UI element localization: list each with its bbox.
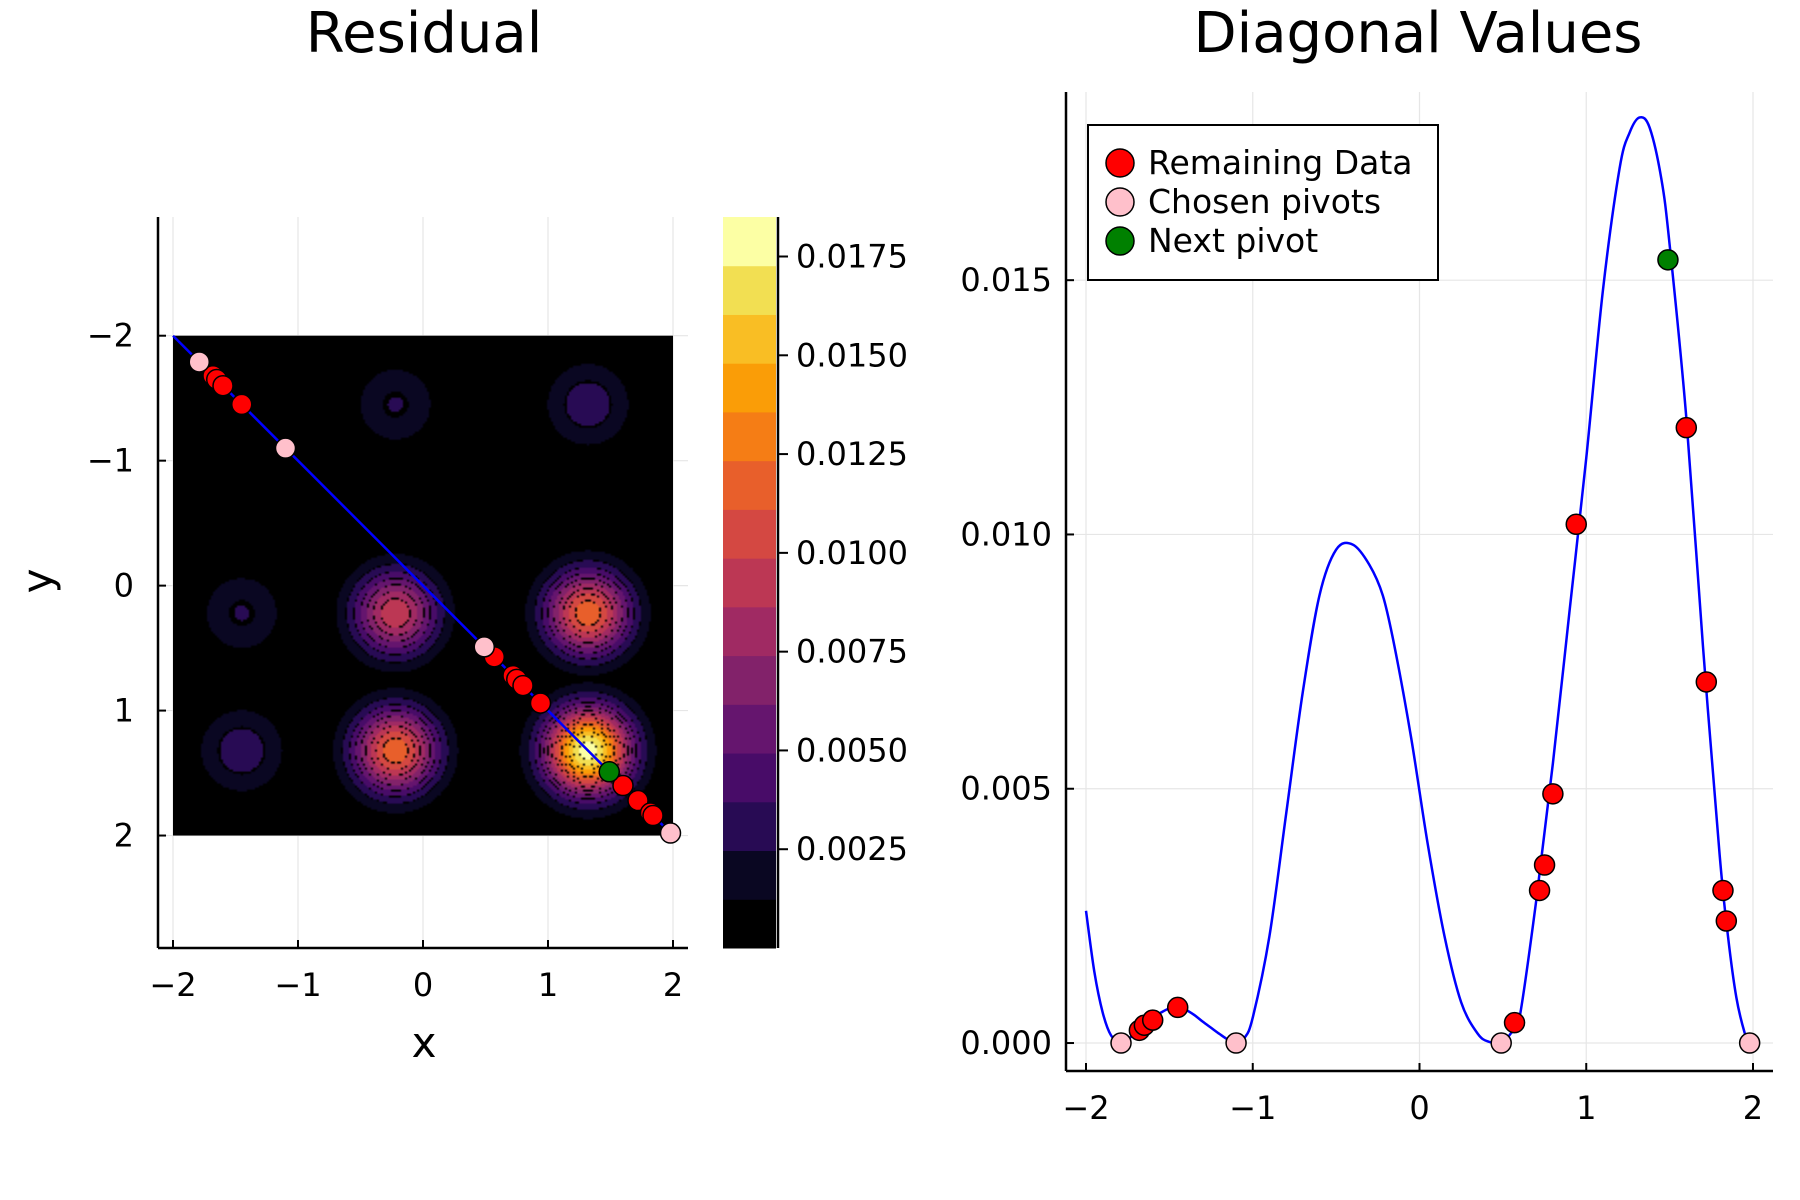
diagonal-markers	[1110, 249, 1761, 1054]
diagonal-x-tick-label: 1	[1576, 1089, 1596, 1127]
diagonal-y-ticks: 0.000 0.005 0.010 0.015	[960, 261, 1074, 1062]
colorbar-tick-label: 0.0175	[796, 238, 908, 276]
colorbar-band	[723, 411, 776, 462]
residual-x-label: x	[412, 1018, 437, 1067]
residual-marker-remaining-data	[642, 804, 664, 827]
residual-marker-remaining-data	[512, 674, 534, 697]
legend-label: Remaining Data	[1148, 143, 1413, 182]
residual-marker-chosen-pivots	[659, 822, 682, 844]
residual-y-tick-label: 1	[114, 692, 134, 730]
diagonal-x-tick-label: −2	[1062, 1089, 1109, 1127]
residual-panel: Residual −2 −1 0 1 2 −2 −1 0 1 2 x y 0.0025 0.005…	[13, 1, 908, 1067]
diagonal-marker-chosen-pivots	[1110, 1032, 1132, 1054]
colorbar-band	[723, 655, 776, 705]
colorbar-tick-label: 0.0050	[796, 731, 908, 769]
colorbar-bands	[723, 217, 776, 949]
legend-label: Next pivot	[1148, 221, 1318, 260]
legend-marker	[1105, 226, 1135, 256]
residual-marker-chosen-pivots	[274, 437, 297, 459]
colorbar-tick-label: 0.0075	[796, 633, 908, 671]
diagonal-marker-remaining-data	[1542, 783, 1564, 805]
diagonal-panel: Diagonal Values −2 −1 0 1 2 0.0000.0050.0100…	[960, 1, 1773, 1127]
diagonal-marker-remaining-data	[1533, 854, 1556, 876]
colorbar-band	[723, 314, 776, 364]
residual-marker-chosen-pivots	[188, 351, 210, 373]
diagonal-y-tick-label: 0.010	[960, 515, 1052, 553]
diagonal-marker-remaining-data	[1565, 513, 1587, 536]
legend-marker	[1105, 148, 1135, 178]
diagonal-y-tick-label: 0.000	[960, 1024, 1052, 1062]
residual-y-label: y	[13, 569, 62, 594]
residual-y-tick-label: −2	[87, 317, 134, 355]
colorbar-band	[723, 704, 776, 754]
legend-marker	[1105, 187, 1135, 217]
diagonal-marker-chosen-pivots	[1738, 1032, 1761, 1054]
colorbar: 0.0025 0.0050 0.0075 0.0100 0.0125 0.0150 0.01…	[723, 217, 908, 949]
diagonal-marker-next-pivot	[1657, 249, 1679, 271]
colorbar-tick-label: 0.0150	[796, 336, 908, 374]
diagonal-marker-remaining-data	[1166, 996, 1189, 1019]
colorbar-band	[723, 363, 776, 413]
colorbar-band	[723, 265, 776, 315]
diagonal-marker-remaining-data	[1712, 879, 1734, 902]
residual-x-tick-label: 2	[663, 966, 683, 1004]
residual-markers	[188, 351, 682, 844]
diagonal-x-tick-label: 0	[1409, 1089, 1429, 1127]
colorbar-band	[723, 899, 776, 949]
diagonal-x-ticks: −2 −1 0 1 2	[1062, 1063, 1763, 1127]
residual-y-tick-label: 0	[114, 567, 134, 605]
colorbar-tick-label: 0.0125	[796, 435, 908, 473]
colorbar-band	[723, 753, 776, 803]
diagonal-marker-remaining-data	[1503, 1011, 1526, 1034]
diagonal-marker-remaining-data	[1675, 416, 1698, 439]
residual-title: Residual	[306, 1, 543, 66]
residual-diagonal-line	[172, 334, 674, 837]
legend-box	[1087, 124, 1439, 281]
residual-marker-next-pivot	[598, 761, 620, 783]
colorbar-ticks: 0.0025 0.0050 0.0075 0.0100 0.0125 0.0150 0.01…	[778, 238, 908, 868]
residual-marker-chosen-pivots	[473, 636, 495, 658]
residual-marker-remaining-data	[612, 774, 634, 797]
residual-y-tick-label: 2	[114, 817, 134, 855]
colorbar-tick-label: 0.0100	[796, 534, 908, 572]
residual-marker-remaining-data	[212, 374, 234, 397]
residual-marker-remaining-data	[231, 393, 253, 416]
diagonal-marker-remaining-data	[1695, 671, 1718, 693]
diagonal-marker-remaining-data	[1141, 1009, 1164, 1031]
residual-x-tick-label: 0	[413, 966, 433, 1004]
residual-x-ticks: −2 −1 0 1 2	[149, 940, 683, 1004]
colorbar-band	[723, 558, 776, 608]
residual-x-tick-label: −1	[274, 966, 321, 1004]
residual-y-ticks: −2 −1 0 1 2	[87, 317, 166, 855]
diagonal-x-tick-label: 2	[1743, 1089, 1763, 1127]
diagonal-title: Diagonal Values	[1194, 1, 1643, 66]
residual-marker-remaining-data	[529, 692, 552, 714]
colorbar-band	[723, 509, 776, 559]
colorbar-band	[723, 217, 776, 267]
legend-label: Chosen pivots	[1148, 182, 1381, 221]
colorbar-tick-label: 0.0025	[796, 830, 908, 868]
diagonal-x-tick-label: −1	[1229, 1089, 1276, 1127]
colorbar-band	[723, 801, 776, 852]
colorbar-band	[723, 606, 776, 657]
residual-y-tick-label: −1	[87, 442, 134, 480]
diagonal-marker-remaining-data	[1528, 879, 1551, 902]
colorbar-band	[723, 460, 776, 510]
diagonal-y-tick-label: 0.005	[960, 770, 1052, 808]
residual-x-tick-label: −2	[149, 966, 196, 1004]
diagonal-marker-chosen-pivots	[1225, 1032, 1247, 1054]
diagonal-marker-remaining-data	[1715, 910, 1738, 932]
residual-x-tick-label: 1	[538, 966, 558, 1004]
diagonal-y-tick-label: 0.015	[960, 261, 1052, 299]
diagonal-marker-chosen-pivots	[1490, 1032, 1512, 1054]
colorbar-band	[723, 850, 776, 900]
